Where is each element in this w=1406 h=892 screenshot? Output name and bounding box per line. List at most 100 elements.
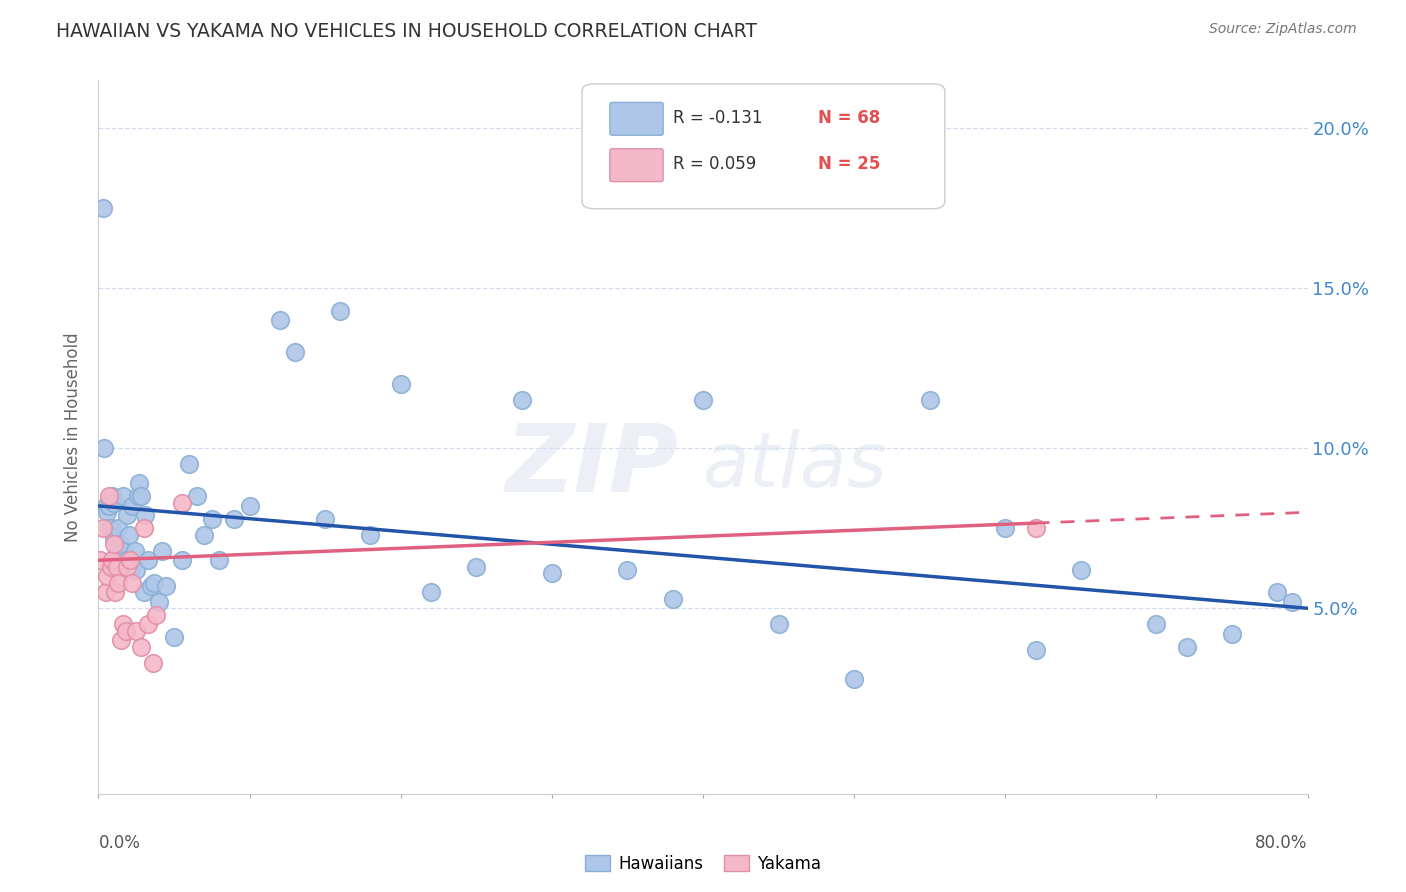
- Point: [94, 499, 117, 513]
- Point: [844, 672, 866, 686]
- Text: R = 0.059: R = 0.059: [673, 155, 756, 173]
- Point: [110, 633, 132, 648]
- Point: [93, 442, 115, 456]
- Point: [96, 569, 118, 583]
- Point: [616, 563, 638, 577]
- Point: [111, 617, 134, 632]
- Point: [1267, 585, 1289, 599]
- Point: [186, 489, 208, 503]
- Point: [101, 489, 124, 503]
- Point: [94, 585, 117, 599]
- Point: [121, 575, 143, 590]
- Point: [145, 607, 167, 622]
- Text: atlas: atlas: [703, 429, 887, 502]
- Point: [994, 521, 1017, 535]
- Point: [136, 617, 159, 632]
- Point: [98, 489, 121, 503]
- Point: [1024, 521, 1046, 535]
- Point: [662, 591, 685, 606]
- Point: [98, 499, 121, 513]
- Point: [163, 630, 186, 644]
- Text: HAWAIIAN VS YAKAMA NO VEHICLES IN HOUSEHOLD CORRELATION CHART: HAWAIIAN VS YAKAMA NO VEHICLES IN HOUSEH…: [56, 22, 758, 41]
- Point: [91, 201, 114, 215]
- Point: [129, 640, 152, 654]
- Point: [314, 511, 336, 525]
- Point: [1070, 563, 1092, 577]
- Point: [224, 511, 246, 525]
- Point: [143, 575, 166, 590]
- Point: [148, 595, 170, 609]
- Point: [98, 521, 121, 535]
- Point: [420, 585, 443, 599]
- Point: [239, 499, 262, 513]
- Y-axis label: No Vehicles in Household: No Vehicles in Household: [65, 332, 83, 542]
- Point: [107, 521, 129, 535]
- Point: [150, 543, 173, 558]
- Point: [111, 489, 134, 503]
- Point: [201, 511, 224, 525]
- Point: [389, 377, 412, 392]
- Point: [1220, 627, 1243, 641]
- Point: [120, 553, 142, 567]
- Point: [692, 393, 714, 408]
- Point: [103, 531, 125, 545]
- Point: [179, 457, 201, 471]
- Point: [96, 505, 118, 519]
- Point: [1024, 643, 1046, 657]
- Point: [124, 543, 146, 558]
- Point: [134, 508, 156, 523]
- Point: [118, 527, 141, 541]
- Point: [104, 585, 127, 599]
- Point: [284, 345, 307, 359]
- Point: [101, 553, 124, 567]
- Legend: Hawaiians, Yakama: Hawaiians, Yakama: [578, 848, 828, 880]
- Point: [115, 508, 138, 523]
- FancyBboxPatch shape: [610, 103, 664, 136]
- Point: [132, 521, 155, 535]
- Point: [121, 499, 143, 513]
- Point: [136, 553, 159, 567]
- Point: [193, 527, 215, 541]
- Point: [103, 496, 125, 510]
- Text: N = 68: N = 68: [818, 109, 880, 127]
- Text: ZIP: ZIP: [506, 419, 679, 512]
- Point: [141, 579, 163, 593]
- Point: [1144, 617, 1167, 632]
- Point: [125, 624, 148, 638]
- Point: [127, 489, 149, 503]
- Point: [112, 543, 135, 558]
- Point: [155, 579, 177, 593]
- Point: [107, 575, 129, 590]
- Point: [142, 656, 165, 670]
- Point: [128, 476, 150, 491]
- Point: [170, 496, 193, 510]
- Point: [360, 527, 382, 541]
- Point: [1175, 640, 1198, 654]
- Point: [103, 537, 125, 551]
- FancyBboxPatch shape: [610, 149, 664, 182]
- Point: [510, 393, 533, 408]
- Point: [108, 537, 131, 551]
- FancyBboxPatch shape: [582, 84, 945, 209]
- Text: 0.0%: 0.0%: [98, 834, 141, 852]
- Point: [105, 553, 128, 567]
- Point: [115, 559, 138, 574]
- Point: [768, 617, 790, 632]
- Point: [120, 563, 142, 577]
- Point: [465, 559, 488, 574]
- Text: N = 25: N = 25: [818, 155, 880, 173]
- Point: [132, 585, 155, 599]
- Point: [1281, 595, 1303, 609]
- Point: [114, 553, 136, 567]
- Point: [114, 624, 136, 638]
- Point: [89, 553, 111, 567]
- Point: [208, 553, 231, 567]
- Point: [105, 559, 128, 574]
- Point: [918, 393, 941, 408]
- Text: 80.0%: 80.0%: [1256, 834, 1308, 852]
- Point: [91, 521, 114, 535]
- Point: [110, 559, 132, 574]
- Point: [100, 521, 122, 535]
- Text: Source: ZipAtlas.com: Source: ZipAtlas.com: [1209, 22, 1357, 37]
- Point: [329, 303, 352, 318]
